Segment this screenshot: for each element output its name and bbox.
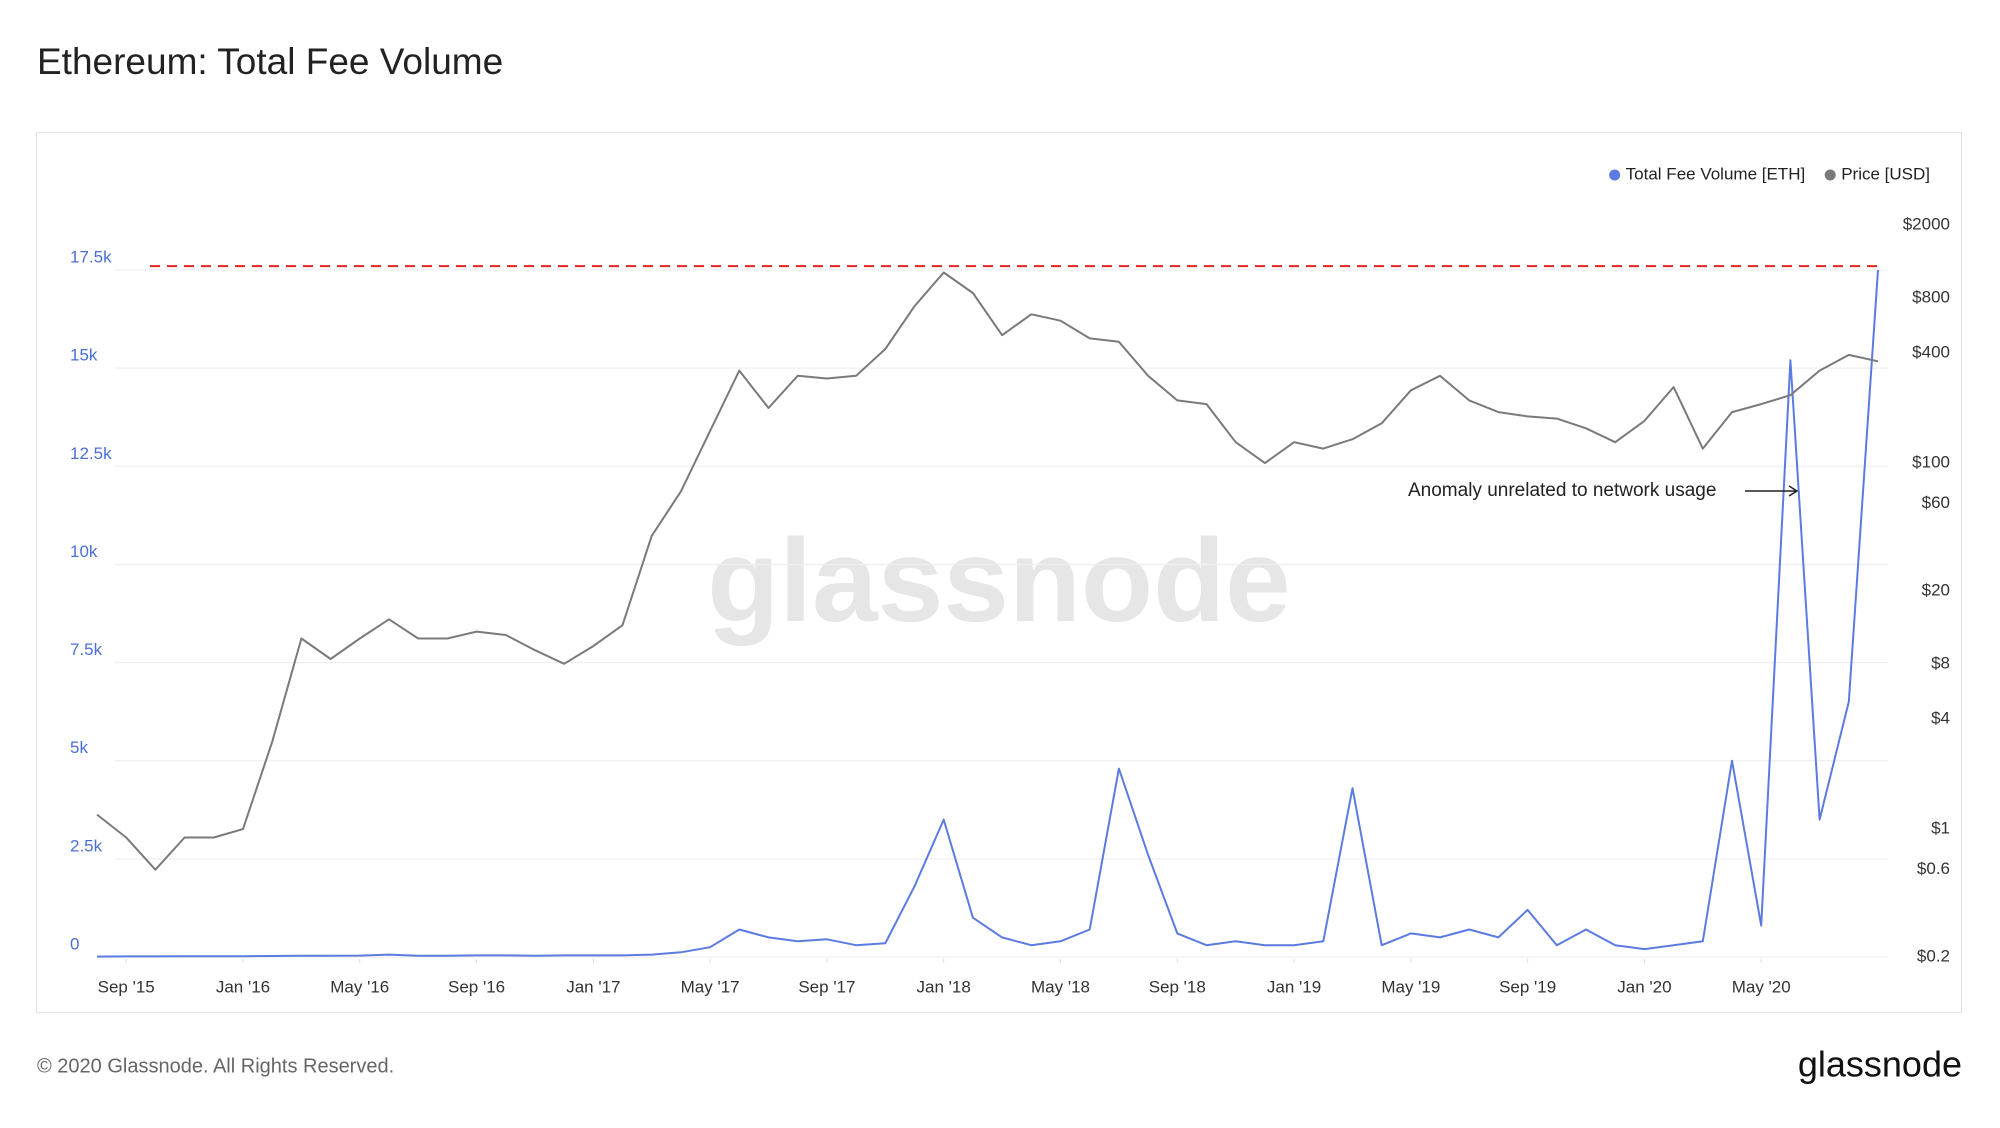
chart-card xyxy=(36,132,1962,1013)
y-tick-label: 2.5k xyxy=(70,836,103,855)
y2-tick-label: $4 xyxy=(1931,708,1950,727)
x-tick-label: Sep '16 xyxy=(448,977,505,996)
y-tick-label: 15k xyxy=(70,346,98,365)
x-tick-label: Jan '16 xyxy=(216,977,270,996)
x-tick-label: May '17 xyxy=(681,977,740,996)
y2-tick-label: $0.6 xyxy=(1917,859,1950,878)
legend-swatch xyxy=(1824,169,1836,181)
y2-tick-label: $0.2 xyxy=(1917,946,1950,965)
watermark: glassnode xyxy=(707,515,1291,647)
footer: © 2020 Glassnode. All Rights Reserved. xyxy=(37,1055,394,1077)
y2-tick-label: $8 xyxy=(1931,653,1950,672)
y-tick-label: 12.5k xyxy=(70,444,112,463)
y2-tick-label: $2000 xyxy=(1903,214,1950,233)
y2-tick-label: $400 xyxy=(1912,342,1950,361)
x-tick-label: Sep '18 xyxy=(1149,977,1206,996)
legend-label: Price [USD] xyxy=(1841,164,1930,183)
x-tick-label: May '16 xyxy=(330,977,389,996)
annotation: Anomaly unrelated to network usage xyxy=(1408,480,1716,501)
legend-swatch xyxy=(1609,169,1621,181)
brand-logo: glassnode xyxy=(1798,1044,1962,1085)
y2-tick-label: $1 xyxy=(1931,819,1950,838)
y-tick-label: 10k xyxy=(70,542,98,561)
x-tick-label: May '19 xyxy=(1381,977,1440,996)
x-tick-label: Jan '19 xyxy=(1267,977,1321,996)
series-line xyxy=(96,269,1879,958)
y2-tick-label: $100 xyxy=(1912,453,1950,472)
y-tick-label: 0 xyxy=(70,934,79,953)
annotation-arrow xyxy=(1745,485,1799,497)
y-tick-label: 17.5k xyxy=(70,247,112,266)
x-tick-label: Sep '17 xyxy=(798,977,855,996)
x-tick-label: Sep '15 xyxy=(98,977,155,996)
x-tick-label: Jan '20 xyxy=(1617,977,1671,996)
x-tick-label: Jan '17 xyxy=(566,977,620,996)
x-tick-label: May '20 xyxy=(1732,977,1791,996)
series-line xyxy=(96,271,1879,871)
x-tick-label: May '18 xyxy=(1031,977,1090,996)
y-tick-label: 7.5k xyxy=(70,640,103,659)
legend-label: Total Fee Volume [ETH] xyxy=(1626,164,1806,183)
x-tick-label: Jan '18 xyxy=(917,977,971,996)
y-tick-label: 5k xyxy=(70,738,88,757)
chart-title: Ethereum: Total Fee Volume xyxy=(37,41,503,82)
y2-tick-label: $60 xyxy=(1922,493,1950,512)
x-tick-label: Sep '19 xyxy=(1499,977,1556,996)
y2-tick-label: $800 xyxy=(1912,287,1950,306)
y2-tick-label: $20 xyxy=(1922,580,1950,599)
